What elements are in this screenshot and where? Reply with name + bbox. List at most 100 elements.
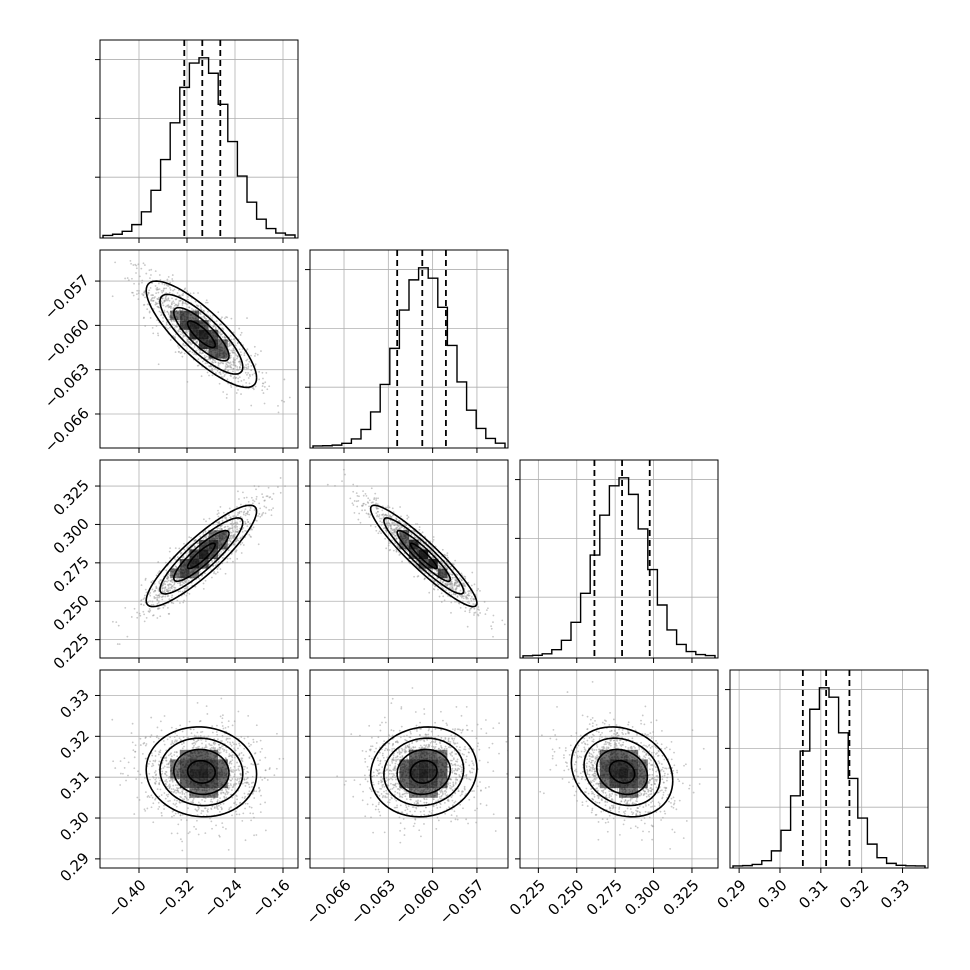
sample-point xyxy=(174,732,177,734)
sample-point xyxy=(462,597,465,600)
sample-point xyxy=(232,357,235,359)
sample-point xyxy=(351,502,354,505)
sample-point xyxy=(229,766,232,769)
sample-point xyxy=(478,609,480,611)
sample-point xyxy=(205,301,207,304)
sample-point xyxy=(432,557,435,560)
sample-point xyxy=(358,512,361,515)
sample-point xyxy=(196,819,198,822)
sample-point xyxy=(232,331,235,334)
y-tick-label: 0.275 xyxy=(50,553,93,596)
density-cell xyxy=(399,530,409,540)
sample-point xyxy=(170,305,173,308)
sample-point xyxy=(217,748,219,751)
sample-point xyxy=(353,511,356,514)
sample-point xyxy=(189,728,192,731)
sample-point xyxy=(177,590,180,593)
sample-point xyxy=(155,594,157,596)
sample-point xyxy=(244,523,247,526)
sample-point xyxy=(253,816,255,819)
sample-point xyxy=(162,606,165,609)
sample-point xyxy=(229,743,232,746)
sample-point xyxy=(279,477,282,479)
sample-point xyxy=(167,587,170,590)
sample-point xyxy=(238,408,240,411)
sample-point xyxy=(171,594,174,597)
sample-point xyxy=(437,588,439,591)
sample-point xyxy=(391,539,393,542)
sample-point xyxy=(250,536,252,538)
density-cell xyxy=(418,559,429,569)
sample-point xyxy=(142,604,145,606)
sample-point xyxy=(161,588,163,590)
sample-point xyxy=(240,552,243,554)
sample-point xyxy=(468,609,471,612)
sample-point xyxy=(138,612,141,615)
sample-point xyxy=(230,744,233,747)
sample-point xyxy=(219,715,222,718)
sample-point xyxy=(218,382,221,385)
sample-point xyxy=(182,335,185,338)
sample-point xyxy=(223,526,226,529)
sample-point xyxy=(176,599,179,602)
sample-point xyxy=(187,579,190,582)
sample-point xyxy=(260,514,263,517)
sample-point xyxy=(262,496,264,499)
sample-point xyxy=(247,377,250,379)
sample-point xyxy=(247,372,249,374)
sample-point xyxy=(191,577,194,580)
sample-point xyxy=(229,364,232,367)
sample-point xyxy=(161,291,164,294)
sample-point xyxy=(168,550,171,553)
sample-point xyxy=(132,294,135,297)
sample-point xyxy=(154,770,157,772)
sample-point xyxy=(198,807,200,809)
sample-point xyxy=(265,371,268,374)
sample-point xyxy=(172,584,174,587)
sample-point xyxy=(229,540,232,542)
sample-point xyxy=(234,531,237,533)
sample-point xyxy=(225,363,228,366)
sample-point xyxy=(142,293,145,296)
sample-point xyxy=(230,363,233,366)
sample-point xyxy=(245,359,248,362)
sample-point xyxy=(209,817,211,820)
sample-point xyxy=(271,498,273,500)
sample-point xyxy=(154,270,157,273)
sample-point xyxy=(246,777,249,780)
sample-point xyxy=(157,589,160,591)
sample-point xyxy=(232,368,235,370)
sample-point xyxy=(246,317,248,319)
sample-point xyxy=(239,351,242,354)
sample-point xyxy=(221,725,224,727)
sample-point xyxy=(179,330,182,333)
sample-point xyxy=(236,506,238,508)
sample-point xyxy=(222,511,225,514)
sample-point xyxy=(149,317,152,319)
sample-point xyxy=(199,305,202,307)
sample-point xyxy=(135,778,138,780)
sample-point xyxy=(155,585,158,588)
hist-panel-1 xyxy=(305,249,509,453)
sample-point xyxy=(195,539,197,541)
density-cell xyxy=(428,559,438,569)
sample-point xyxy=(233,765,236,768)
sample-point xyxy=(176,305,179,308)
density-cell xyxy=(199,549,209,559)
sample-point xyxy=(375,529,378,532)
sample-point xyxy=(235,540,237,543)
sample-point xyxy=(435,569,438,572)
sample-point xyxy=(226,741,229,743)
sample-point xyxy=(226,557,229,560)
sample-point xyxy=(375,497,378,500)
sample-point xyxy=(391,529,394,532)
sample-point xyxy=(201,746,204,749)
sample-point xyxy=(127,774,129,777)
sample-point xyxy=(266,495,269,498)
sample-point xyxy=(212,314,214,317)
hist-panel-2 xyxy=(515,459,719,663)
sample-point xyxy=(174,351,177,353)
sample-point xyxy=(251,528,253,531)
sample-point xyxy=(183,587,186,590)
sample-point xyxy=(220,550,223,553)
